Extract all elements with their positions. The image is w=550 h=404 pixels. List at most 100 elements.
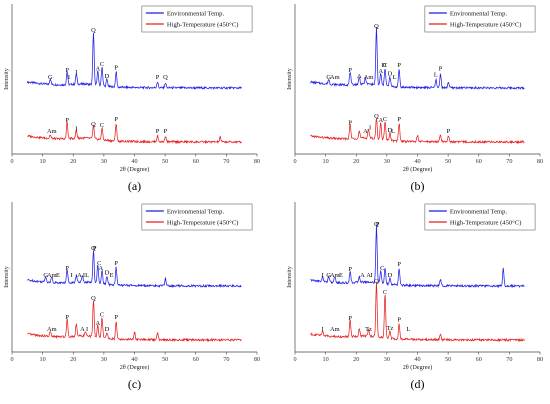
x-tick-label: 0 — [10, 158, 13, 165]
panel-caption: (d) — [411, 377, 425, 391]
peak-label: P — [439, 66, 443, 73]
x-tick-label: 20 — [353, 158, 359, 165]
x-tick-label: 60 — [193, 158, 199, 165]
chart-panel-4: 0 10 20 30 40 50 60 70 80 2θ (Degree) Intensity Env… — [286, 202, 543, 391]
x-tick-label: 20 — [70, 356, 76, 363]
x-tick-label: 80 — [537, 158, 543, 165]
peak-label: Q — [374, 23, 379, 30]
peak-label: Tz — [365, 326, 372, 333]
peak-label: D — [105, 270, 110, 277]
peak-label: A — [357, 73, 362, 80]
peak-label: Q — [91, 27, 96, 34]
peak-label: C — [100, 61, 104, 68]
peak-label: P — [348, 67, 352, 74]
peak-label: A — [378, 117, 383, 124]
peak-label: Am — [47, 272, 57, 279]
x-tick-label: 80 — [537, 356, 543, 363]
peak-label: A — [80, 326, 85, 333]
peak-label: Am — [330, 74, 340, 81]
peak-label: D — [105, 326, 110, 333]
peak-label: I — [71, 272, 73, 279]
x-tick-label: 40 — [131, 356, 137, 363]
legend-label: High-Temperature (450°C) — [450, 219, 522, 226]
x-tick-label: 50 — [445, 158, 451, 165]
peak-label: P — [65, 265, 69, 272]
x-tick-label: 30 — [384, 158, 390, 165]
peak-label: P — [65, 314, 69, 321]
x-axis-label: 2θ (Degree) — [403, 166, 433, 173]
peak-label: A — [360, 272, 365, 279]
x-tick-label: 0 — [293, 356, 296, 363]
y-axis-label: Intensity — [286, 265, 293, 288]
peak-label: I — [75, 126, 77, 133]
peak-label: E — [56, 272, 60, 279]
peak-label: E — [339, 272, 343, 279]
peak-label: A — [366, 272, 371, 279]
peak-label: I — [370, 272, 372, 279]
peak-label: P — [65, 67, 69, 74]
x-tick-label: 40 — [414, 158, 420, 165]
peak-label: P — [114, 116, 118, 123]
peak-label: C — [383, 62, 387, 69]
x-tick-label: 50 — [445, 356, 451, 363]
peak-label: I — [68, 74, 70, 81]
peak-label: Q — [374, 113, 379, 120]
peak-label: Am — [330, 272, 340, 279]
peak-label: I — [321, 326, 323, 333]
peak-label: P — [397, 116, 401, 123]
peak-label: A — [378, 68, 383, 75]
legend-box — [424, 203, 536, 231]
peak-label: G — [43, 272, 48, 279]
peak-label: A — [99, 265, 104, 272]
peak-label: A — [95, 66, 100, 73]
x-tick-label: 0 — [10, 356, 13, 363]
x-tick-label: 70 — [223, 158, 229, 165]
peak-label: P — [65, 117, 69, 124]
peak-label: I — [75, 69, 77, 76]
series-line-high-temperature — [310, 281, 525, 343]
peak-label: P — [164, 128, 168, 135]
peak-label: P — [156, 128, 160, 135]
x-tick-label: 60 — [476, 158, 482, 165]
peak-label: Q — [91, 121, 96, 128]
peak-label: D — [105, 73, 110, 80]
x-axis-label: 2θ (Degree) — [403, 364, 433, 371]
peak-label: P — [397, 62, 401, 69]
chart-panel-1: 0 10 20 30 40 50 60 70 80 2θ (Degree) Intensity Env… — [3, 4, 260, 193]
x-tick-label: 80 — [254, 356, 260, 363]
legend-label: Environmental Temp. — [450, 10, 508, 17]
peak-label: C — [100, 122, 104, 129]
x-tick-label: 80 — [254, 158, 260, 165]
peak-label: C — [383, 116, 387, 123]
series-line-high-temperature — [27, 300, 242, 343]
peak-label: P — [114, 260, 118, 267]
x-tick-label: 70 — [223, 356, 229, 363]
x-axis-label: 2θ (Degree) — [120, 364, 150, 371]
peak-label: Q — [91, 295, 96, 302]
peak-label: Am — [47, 326, 57, 333]
x-tick-label: 40 — [131, 158, 137, 165]
legend-box — [141, 203, 253, 231]
peak-label: Q — [163, 74, 168, 81]
legend-label: High-Temperature (450°C) — [167, 21, 239, 28]
legend-label: Environmental Temp. — [167, 208, 225, 215]
x-tick-label: 10 — [40, 356, 46, 363]
peak-label: P — [93, 245, 97, 252]
peak-label: C — [380, 265, 384, 272]
peak-label: I — [83, 272, 85, 279]
panel-caption: (a) — [128, 179, 141, 193]
x-tick-label: 50 — [162, 356, 168, 363]
peak-label: Q — [374, 278, 379, 285]
peak-label: Q — [374, 221, 379, 228]
y-axis-label: Intensity — [3, 265, 10, 288]
peak-label: A — [95, 320, 100, 327]
peak-label: C — [383, 289, 387, 296]
peak-label: P — [114, 64, 118, 71]
x-tick-label: 10 — [323, 356, 329, 363]
peak-label: P — [348, 315, 352, 322]
x-tick-label: 0 — [293, 158, 296, 165]
peak-label: L — [406, 326, 410, 333]
y-axis-label: Intensity — [3, 67, 10, 90]
series-line-environmental — [310, 225, 525, 289]
